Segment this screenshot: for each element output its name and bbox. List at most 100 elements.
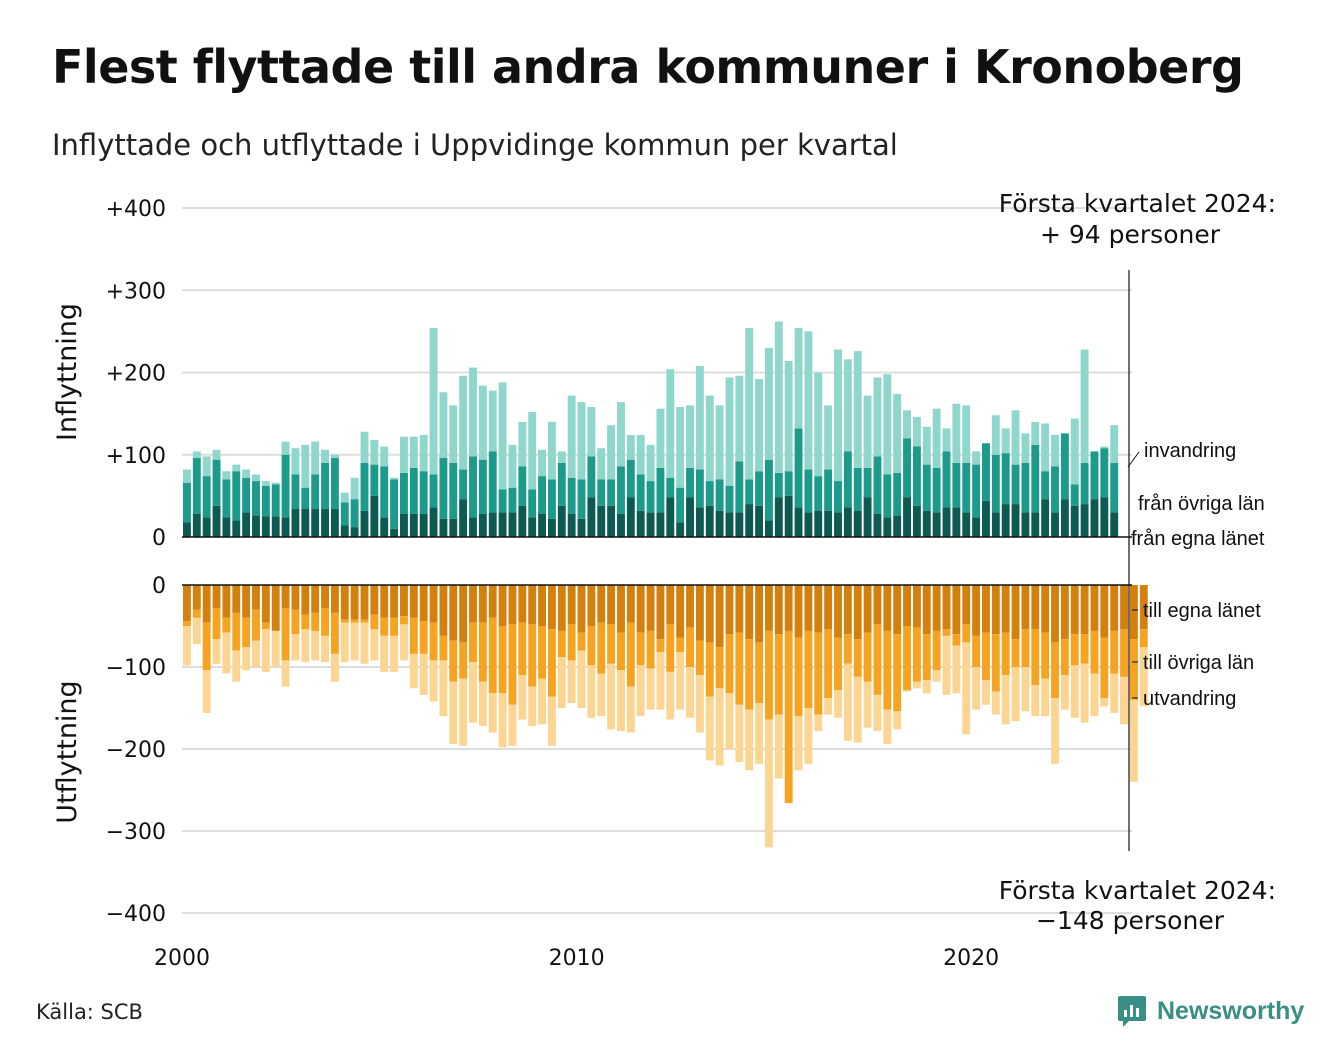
outflow-bar-segment — [547, 629, 556, 697]
outflow-bar-segment — [360, 622, 369, 664]
outflow-bar-segment — [390, 635, 399, 672]
inflow-bar-segment — [459, 469, 468, 500]
inflow-bar-segment — [301, 509, 310, 537]
inflow-bar-segment — [794, 328, 803, 429]
inflow-bar-segment — [784, 495, 793, 538]
inflow-bar-segment — [794, 428, 803, 508]
inflow-bar-segment — [695, 469, 704, 508]
outflow-bar-segment — [1110, 673, 1119, 713]
outflow-bar-segment — [350, 622, 359, 661]
inflow-bar-segment — [804, 512, 813, 538]
inflow-bar-segment — [814, 510, 823, 537]
inflow-bar-segment — [252, 515, 260, 538]
inflow-bar-segment — [587, 497, 596, 537]
inflow-bar-segment — [518, 466, 527, 506]
outflow-bar-segment — [449, 640, 458, 682]
inflow-bar-segment — [666, 497, 675, 537]
inflow-bar-segment — [1041, 471, 1050, 500]
outflow-bar-segment — [232, 612, 241, 651]
outflow-bar-segment — [607, 663, 616, 730]
outflow-bar-segment — [212, 639, 221, 664]
outflow-bar-segment — [863, 632, 872, 682]
inflow-bar-segment — [301, 487, 310, 510]
outflow-bar-segment — [429, 660, 438, 702]
outflow-bar-segment — [1001, 632, 1010, 676]
inflow-bar-segment — [488, 451, 497, 513]
outflow-bar-segment — [774, 714, 783, 779]
outflow-bar-segment — [636, 585, 645, 633]
outflow-bar-segment — [686, 627, 694, 667]
outflow-bar-segment — [340, 585, 349, 620]
outflow-bar-segment — [755, 703, 764, 764]
inflow-bar-segment — [607, 479, 616, 506]
inflow-bar-segment — [469, 367, 477, 457]
outflow-bar-segment — [774, 585, 783, 635]
inflow-bar-segment — [705, 481, 714, 506]
inflow-bar-segment — [498, 489, 507, 513]
inflow-bar-segment — [863, 497, 872, 537]
outflow-bar-segment — [330, 612, 339, 654]
inflow-bar-segment — [1060, 433, 1069, 500]
outflow-bar-segment — [1090, 673, 1099, 717]
inflow-bar-segment — [1001, 453, 1010, 505]
inflow-bar-segment — [281, 441, 290, 455]
inflow-bar-segment — [478, 513, 487, 537]
inflow-bar-segment — [607, 425, 616, 480]
outflow-bar-segment — [626, 622, 635, 687]
outflow-bar-segment — [192, 585, 201, 610]
inflow-bar-segment — [390, 528, 399, 537]
outflow-bar-segment — [1080, 585, 1089, 635]
inflow-bar-segment — [291, 448, 300, 475]
inflow-bar-segment — [547, 479, 556, 519]
outflow-bar-segment — [202, 622, 211, 671]
outflow-bar-segment — [932, 630, 941, 671]
inflow-bar-segment — [972, 464, 981, 518]
outflow-bar-segment — [409, 617, 418, 654]
outflow-bar-segment — [617, 632, 625, 671]
inflow-bar-segment — [567, 513, 576, 537]
series-label: utvandring — [1143, 688, 1236, 710]
inflow-bar-segment — [508, 444, 517, 488]
outflow-bar-segment — [291, 585, 300, 610]
outflow-bar-segment — [952, 634, 961, 646]
outflow-bar-segment — [962, 585, 971, 625]
outflow-bar-segment — [784, 630, 793, 804]
outflow-bar-segment — [814, 632, 823, 715]
outflow-bar-segment — [1090, 630, 1099, 674]
outflow-bar-segment — [1041, 632, 1050, 679]
outflow-bar-segment — [1031, 685, 1040, 717]
outflow-bar-segment — [735, 704, 744, 763]
outflow-bar-segment — [1051, 698, 1059, 764]
outflow-bar-segment — [873, 624, 882, 695]
outflow-bar-segment — [942, 629, 951, 636]
outflow-bar-segment — [972, 635, 981, 667]
inflow-bar-segment — [745, 328, 754, 480]
inflow-bar-segment — [429, 328, 438, 475]
inflow-bar-segment — [192, 458, 201, 514]
outflow-bar-segment — [330, 653, 339, 682]
outflow-bar-segment — [843, 663, 852, 741]
inflow-bar-segment — [1021, 512, 1030, 538]
outflow-bar-segment — [982, 680, 990, 705]
inflow-bar-segment — [597, 505, 606, 537]
inflow-bar-segment — [646, 512, 655, 538]
inflow-bar-segment — [459, 499, 468, 538]
outflow-bar-segment — [942, 635, 951, 695]
outflow-bar-segment — [409, 585, 418, 618]
inflow-bar-segment — [735, 375, 744, 462]
outflow-bar-segment — [261, 585, 270, 623]
outflow-bar-segment — [281, 585, 290, 608]
inflow-bar-segment — [843, 451, 852, 508]
inflow-bar-segment — [232, 520, 241, 537]
x-tick-labels: 2000 2010 2020 — [154, 946, 999, 971]
inflow-bar-segment — [587, 456, 596, 498]
outflow-bar-segment — [982, 632, 990, 681]
outflow-bar-segment — [922, 585, 931, 635]
inflow-bar-segment — [330, 509, 339, 537]
inflow-bar-segment — [942, 507, 951, 537]
inflow-bar-segment — [912, 446, 921, 506]
outflow-bar-segment — [261, 629, 270, 672]
series-label: från egna länet — [1131, 528, 1265, 550]
outflow-bar-segment — [222, 617, 231, 633]
outflow-bar-segment — [695, 585, 704, 641]
